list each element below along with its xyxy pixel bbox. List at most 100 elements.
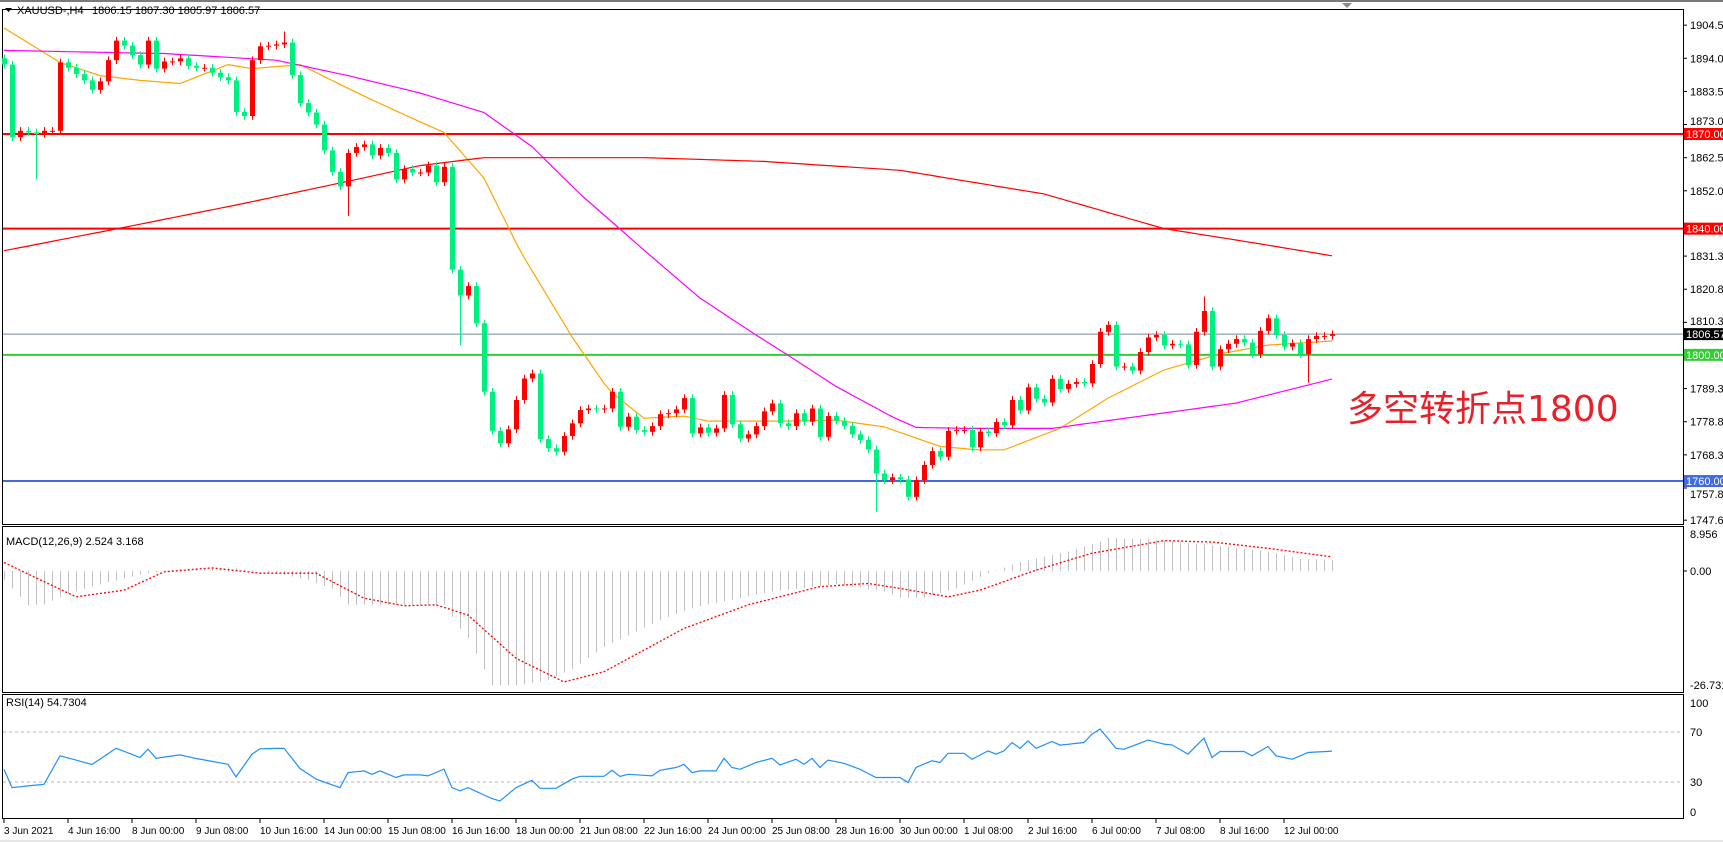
candle xyxy=(1002,418,1007,429)
macd-tick-zero: 0.00 xyxy=(1690,566,1711,578)
candle xyxy=(666,409,671,418)
candle-body xyxy=(914,480,919,497)
candle-body xyxy=(578,410,583,424)
candle xyxy=(594,404,599,413)
candle-body xyxy=(1114,324,1119,367)
candle xyxy=(954,426,959,435)
candle-body xyxy=(354,146,359,153)
candle-body xyxy=(1018,399,1023,411)
level-price-tag xyxy=(1684,128,1723,140)
candle-body xyxy=(506,429,511,444)
candle xyxy=(770,399,775,416)
candle xyxy=(386,144,391,157)
candle-body xyxy=(978,431,983,448)
candle-body xyxy=(706,427,711,433)
candle-body xyxy=(770,403,775,412)
candle xyxy=(842,417,847,430)
candle xyxy=(1066,380,1071,393)
candle xyxy=(882,469,887,484)
level-price-tag xyxy=(1684,222,1723,235)
candle xyxy=(1178,340,1183,349)
candle xyxy=(682,394,687,414)
price-tick-label: 1747.60 xyxy=(1690,515,1723,527)
candle xyxy=(962,426,967,434)
candle xyxy=(266,41,271,51)
candle xyxy=(194,62,199,72)
candle xyxy=(722,391,727,433)
candle xyxy=(922,461,927,484)
symbol-menu-triangle-icon[interactable] xyxy=(5,8,12,12)
candle xyxy=(354,143,359,157)
candle-body xyxy=(970,429,975,448)
current-price-label: 1806.57 xyxy=(1686,329,1723,341)
candle-body xyxy=(210,67,215,73)
candle xyxy=(538,369,543,443)
candle-body xyxy=(1066,383,1071,389)
candle-body xyxy=(674,409,679,414)
candle-body xyxy=(274,44,279,46)
candle xyxy=(378,144,383,160)
candle-body xyxy=(626,416,631,427)
candle xyxy=(514,396,519,434)
candle xyxy=(1250,338,1255,359)
time-tick-label: 7 Jul 08:00 xyxy=(1156,826,1205,837)
candle-body xyxy=(962,429,967,431)
candle xyxy=(1226,340,1231,353)
candle-body xyxy=(338,171,343,187)
candle xyxy=(698,423,703,438)
candle-body xyxy=(738,424,743,439)
candle-body xyxy=(1258,330,1263,355)
price-tick-label: 1862.50 xyxy=(1690,153,1723,165)
candle xyxy=(586,404,591,414)
candle xyxy=(250,56,255,120)
price-tick-label: 1883.50 xyxy=(1690,86,1723,98)
level-price-label: 1760.00 xyxy=(1686,476,1723,488)
candle-body xyxy=(442,166,447,183)
macd-title: MACD(12,26,9) 2.524 3.168 xyxy=(6,536,144,548)
candle-body xyxy=(114,40,119,61)
candle xyxy=(1042,394,1047,407)
candle-body xyxy=(1106,324,1111,332)
candle-body xyxy=(642,429,647,432)
candle xyxy=(1282,331,1287,351)
candle xyxy=(1194,328,1199,369)
candle xyxy=(794,409,799,430)
candle-body xyxy=(282,42,287,45)
candle-body xyxy=(298,75,303,104)
candle xyxy=(418,168,423,177)
candle xyxy=(930,447,935,469)
candle xyxy=(346,149,351,217)
candle xyxy=(530,369,535,383)
candle xyxy=(890,473,895,484)
candle xyxy=(1154,331,1159,342)
candle xyxy=(82,70,87,85)
candle xyxy=(650,422,655,436)
candle-body xyxy=(986,431,991,434)
candle xyxy=(498,427,503,447)
candle-body xyxy=(930,451,935,465)
candle xyxy=(34,128,39,180)
chart-shift-marker-icon[interactable] xyxy=(1342,3,1352,8)
level-price-tag xyxy=(1684,348,1723,361)
candle-body xyxy=(722,394,727,429)
candle xyxy=(442,163,447,187)
candle-body xyxy=(1186,344,1191,365)
candle xyxy=(642,426,647,436)
candle xyxy=(362,140,367,151)
candle-body xyxy=(330,150,335,172)
candle xyxy=(458,265,463,346)
candle xyxy=(1082,378,1087,388)
candle-body xyxy=(1178,343,1183,345)
candle xyxy=(330,146,335,176)
candle xyxy=(522,374,527,404)
price-tick-label: 1852.00 xyxy=(1690,186,1723,198)
candle xyxy=(314,108,319,129)
candle-body xyxy=(314,112,319,125)
time-tick-label: 10 Jun 16:00 xyxy=(260,826,318,837)
candle xyxy=(906,475,911,501)
candle-body xyxy=(938,451,943,457)
candle-body xyxy=(666,413,671,415)
candle xyxy=(1074,378,1079,388)
time-tick-label: 12 Jul 00:00 xyxy=(1284,826,1339,837)
